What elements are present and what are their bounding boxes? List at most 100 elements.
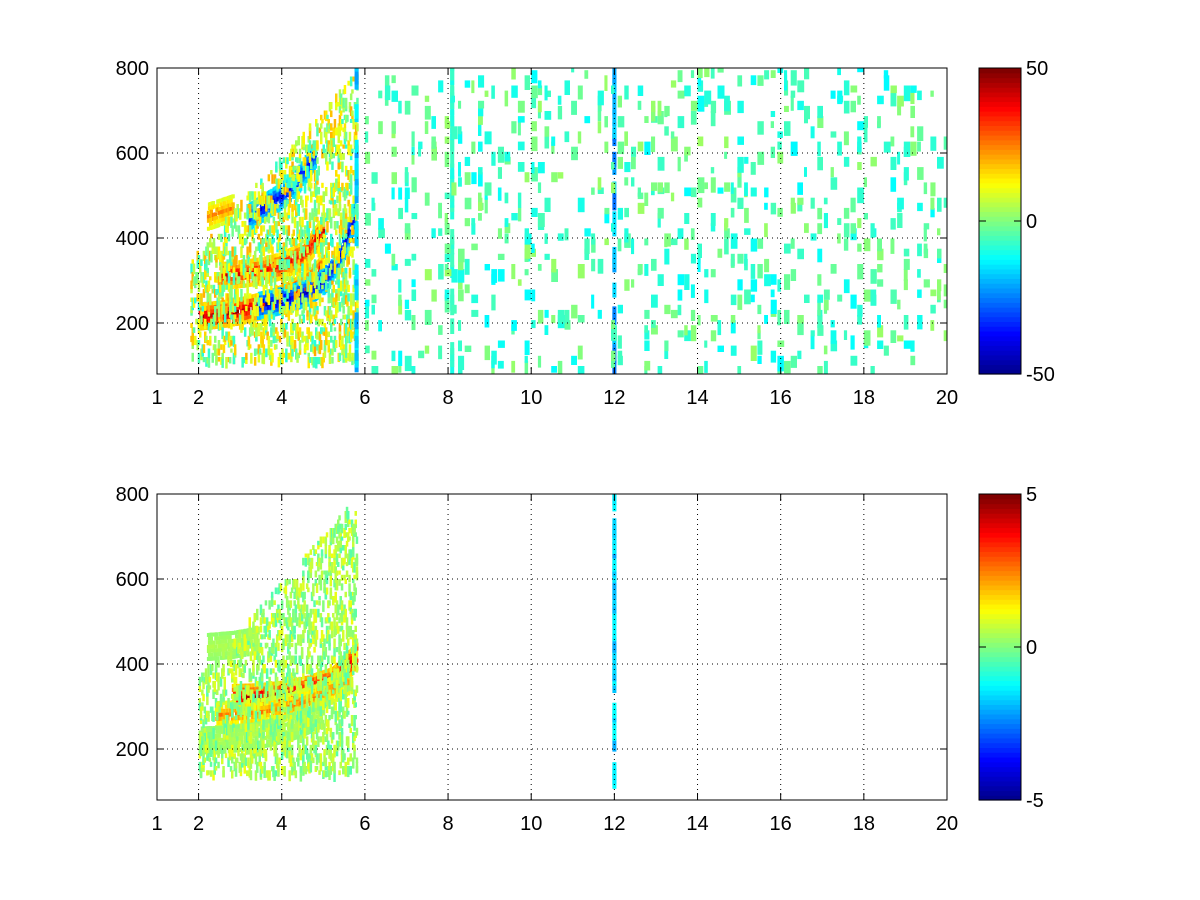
heatmap-cell: [890, 330, 897, 343]
heatmap-cell: [651, 182, 658, 191]
heatmap-cell: [247, 335, 251, 346]
heatmap-cell: [231, 202, 235, 207]
heatmap-cell: [310, 297, 313, 309]
heatmap-cell: [335, 127, 338, 136]
heatmap-cell: [398, 360, 402, 373]
heatmap-cell: [233, 246, 237, 257]
heatmap-cell: [322, 267, 326, 272]
heatmap-cell: [322, 191, 325, 203]
heatmap-cell: [270, 327, 273, 333]
heatmap-cell: [320, 260, 324, 265]
heatmap-cell: [302, 306, 305, 314]
heatmap-cell: [209, 335, 212, 341]
heatmap-cell: [292, 238, 295, 247]
heatmap-cell: [283, 323, 287, 329]
heatmap-cell: [297, 259, 300, 266]
heatmap-cell: [322, 674, 326, 679]
heatmap-cell: [303, 279, 307, 284]
heatmap-cell: [790, 70, 797, 86]
colorbar-step: [979, 144, 1021, 150]
heatmap-cell: [296, 293, 299, 300]
heatmap-cell: [278, 684, 282, 689]
heatmap-cell: [342, 293, 345, 306]
heatmap-cell: [205, 335, 208, 342]
heatmap-cell: [750, 187, 757, 197]
heatmap-cell: [890, 85, 897, 94]
heatmap-cell: [347, 318, 350, 324]
heatmap-cell: [276, 196, 280, 201]
heatmap-cell: [262, 352, 266, 365]
heatmap-cell: [444, 213, 448, 223]
heatmap-cell: [431, 289, 437, 302]
heatmap-cell: [531, 167, 538, 182]
heatmap-cell: [233, 314, 237, 320]
heatmap-cell: [301, 257, 305, 262]
heatmap-cell: [251, 310, 254, 323]
heatmap-cell: [293, 165, 297, 171]
heatmap-cell: [347, 140, 350, 146]
colorbar-step: [979, 91, 1021, 98]
heatmap-cell: [524, 243, 531, 259]
heatmap-cell: [263, 216, 267, 224]
heatmap-cell: [870, 289, 877, 305]
heatmap-cell: [817, 223, 823, 235]
heatmap-cell: [205, 280, 208, 287]
heatmap-cell: [710, 68, 715, 79]
heatmap-cell: [243, 221, 247, 226]
heatmap-cell: [257, 267, 261, 279]
heatmap-cell: [320, 340, 323, 350]
heatmap-cell: [272, 238, 276, 243]
colorbar-step: [979, 292, 1021, 299]
heatmap-cell: [571, 355, 577, 365]
heatmap-cell: [371, 172, 378, 184]
heatmap-cell: [242, 357, 246, 364]
heatmap-cell: [332, 153, 335, 159]
heatmap-cell: [757, 304, 762, 315]
heatmap-cell: [303, 283, 307, 288]
heatmap-cell: [235, 225, 238, 232]
heatmap-cell: [364, 151, 371, 164]
heatmap-cell: [644, 309, 650, 319]
heatmap-cell: [280, 293, 283, 300]
heatmap-cell: [677, 90, 685, 99]
heatmap-cell: [281, 306, 284, 317]
heatmap-cell: [225, 315, 229, 320]
heatmap-cell: [354, 181, 359, 197]
heatmap-cell: [339, 263, 343, 275]
heatmap-cell: [631, 238, 635, 255]
heatmap-cell: [295, 238, 298, 246]
heatmap-cell: [339, 140, 343, 147]
heatmap-cell: [301, 293, 304, 303]
heatmap-cell: [322, 216, 325, 227]
heatmap-cell: [830, 177, 838, 190]
heatmap-cell: [328, 310, 332, 322]
heatmap-cell: [431, 228, 436, 239]
heatmap-cell: [209, 276, 212, 281]
heatmap-cell: [270, 331, 273, 338]
heatmap-cell: [684, 213, 690, 224]
heatmap-cell: [344, 144, 348, 149]
heatmap-cell: [295, 256, 299, 261]
heatmap-cell: [210, 221, 213, 226]
heatmap-cell: [344, 348, 348, 358]
heatmap-cell: [644, 325, 648, 333]
heatmap-cell: [291, 276, 294, 282]
heatmap-cell: [273, 221, 277, 230]
heatmap-cell: [797, 80, 805, 93]
heatmap-cell: [316, 244, 319, 249]
heatmap-cell: [232, 314, 236, 324]
heatmap-cell: [471, 218, 476, 226]
heatmap-cell: [391, 187, 395, 200]
heatmap-cell: [245, 311, 249, 316]
colorbar-step: [979, 125, 1021, 131]
heatmap-cell: [670, 136, 678, 152]
heatmap-cell: [281, 314, 284, 319]
heatmap-cell: [364, 279, 371, 286]
heatmap-cell: [321, 119, 324, 124]
heatmap-cell: [283, 280, 287, 292]
colorbar-step: [979, 82, 1021, 88]
heatmap-cell: [478, 105, 484, 117]
heatmap-cell: [310, 295, 314, 300]
heatmap-cell: [297, 208, 300, 216]
heatmap-cell: [270, 348, 273, 356]
